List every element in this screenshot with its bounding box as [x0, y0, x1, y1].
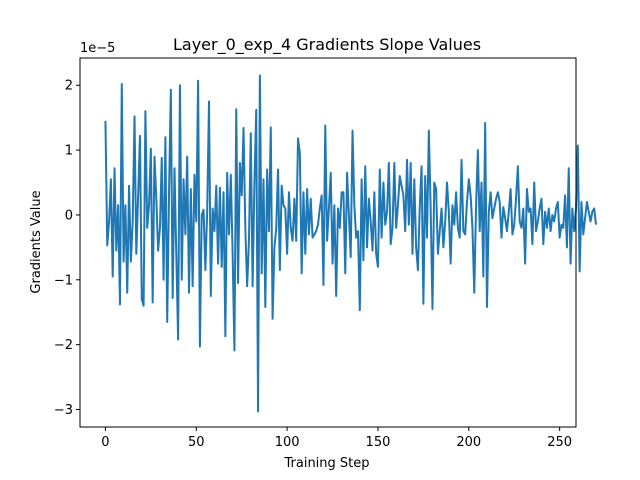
y-tick-label: −1: [54, 273, 73, 288]
x-tick-label: 0: [101, 435, 109, 450]
x-axis-ticks: 0 50 100 150 200 250: [101, 427, 572, 450]
x-tick-label: 150: [366, 435, 391, 450]
y-tick-label: −2: [54, 338, 73, 353]
chart-title: Layer_0_exp_4 Gradients Slope Values: [173, 35, 481, 55]
y-axis-label: Gradients Value: [29, 190, 44, 293]
plot-frame: [79, 57, 577, 428]
x-axis-label: Training Step: [283, 456, 369, 471]
y-tick-label: 0: [65, 208, 73, 223]
plot-series-layer: [104, 74, 597, 413]
x-tick-label: 50: [188, 435, 205, 450]
x-tick-label: 250: [547, 435, 572, 450]
y-tick-label: 1: [65, 144, 73, 159]
x-tick-label: 100: [275, 435, 300, 450]
y-axis-ticks: −3 −2 −1 0 1 2: [54, 79, 80, 418]
gradient-series-line: [104, 74, 597, 413]
y-tick-label: −3: [54, 403, 73, 418]
y-axis-multiplier: 1e−5: [80, 41, 115, 56]
y-tick-label: 2: [65, 79, 73, 94]
x-tick-label: 200: [456, 435, 481, 450]
